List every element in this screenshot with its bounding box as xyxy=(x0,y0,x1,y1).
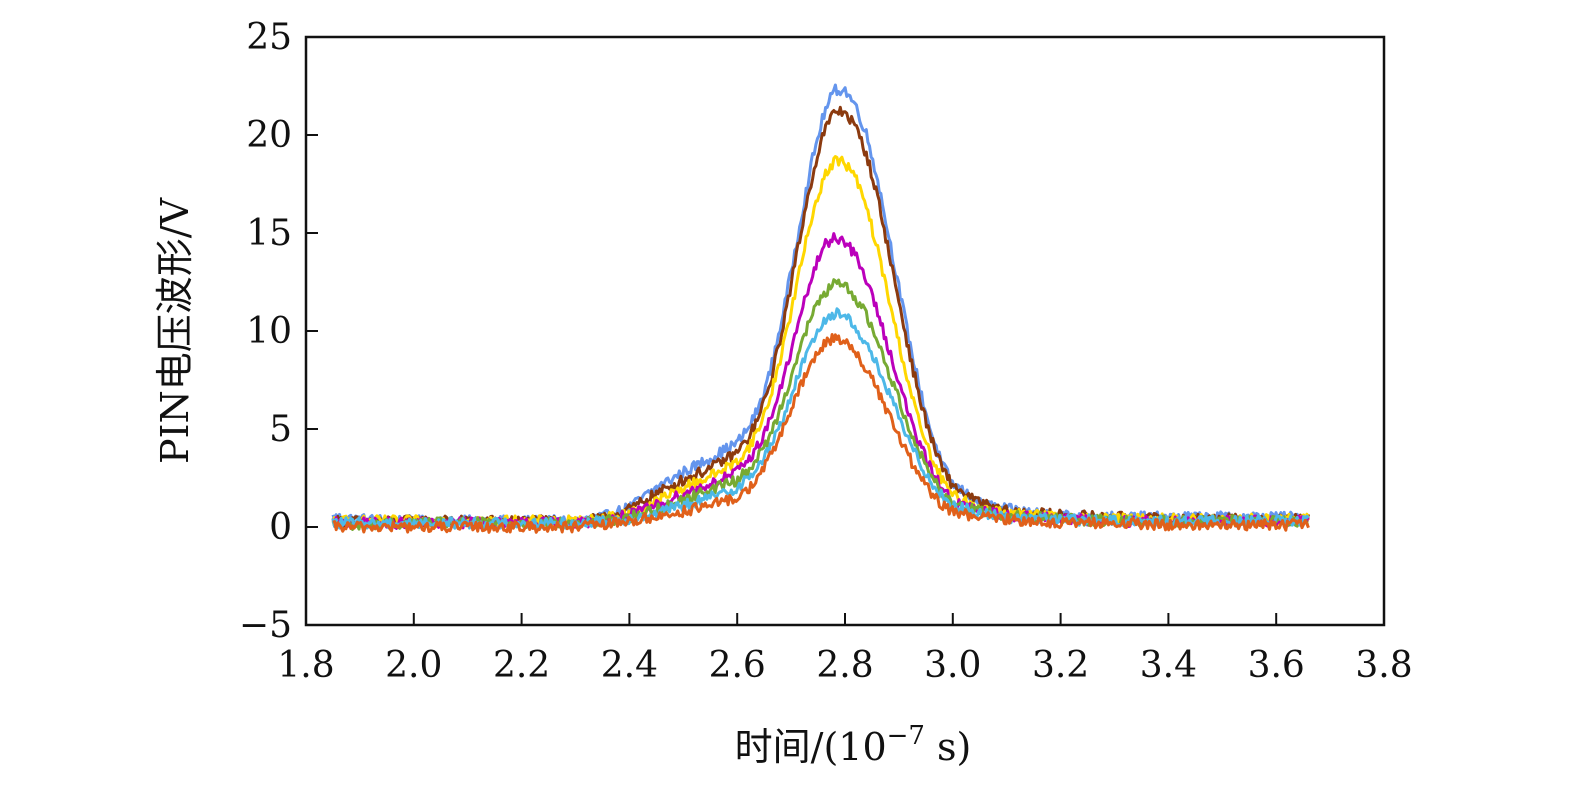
x-tick-label: 1.8 xyxy=(277,645,334,686)
x-tick-label: 3.4 xyxy=(1140,645,1197,686)
y-tick-label: 0 xyxy=(269,507,292,548)
x-tick-label: 2.6 xyxy=(709,645,766,686)
plot-frame xyxy=(304,35,1386,627)
x-axis-ticks: 1.8 2.0 2.2 2.4 2.6 2.8 3.0 3.2 3.4 3.6 3.8 xyxy=(277,613,1413,686)
y-axis-ticks: −5 0 5 10 15 20 25 xyxy=(239,17,318,646)
x-axis-title: 时间/(10−7 s) xyxy=(735,721,972,769)
y-tick-label: −5 xyxy=(239,605,292,646)
series-line-6 xyxy=(331,307,1310,530)
series-line-2 xyxy=(331,105,1310,528)
y-tick-label: 25 xyxy=(246,17,292,58)
series-line-4 xyxy=(331,232,1310,530)
x-tick-label: 3.6 xyxy=(1248,645,1305,686)
x-tick-label: 2.2 xyxy=(493,645,550,686)
x-tick-label: 3.2 xyxy=(1032,645,1089,686)
y-tick-label: 15 xyxy=(246,213,292,254)
y-axis-title: PIN电压波形/V xyxy=(153,197,197,464)
x-tick-label: 2.0 xyxy=(385,645,442,686)
y-tick-label: 20 xyxy=(246,115,292,156)
x-tick-label: 2.8 xyxy=(816,645,873,686)
x-tick-label: 3.8 xyxy=(1355,645,1412,686)
series-line-5 xyxy=(331,278,1309,532)
x-tick-label: 2.4 xyxy=(601,645,658,686)
x-tick-label: 3.0 xyxy=(924,645,981,686)
y-tick-label: 10 xyxy=(246,311,292,352)
series-line-7 xyxy=(332,333,1310,534)
series-line-3 xyxy=(332,155,1310,528)
y-tick-label: 5 xyxy=(269,409,292,450)
series-lines xyxy=(331,83,1310,534)
